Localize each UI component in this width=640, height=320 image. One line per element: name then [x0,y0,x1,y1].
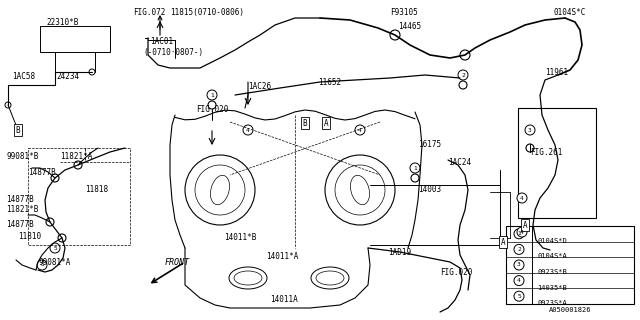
Text: A050001826: A050001826 [548,307,591,313]
Text: 11961: 11961 [545,68,568,77]
Text: 2: 2 [517,247,521,252]
Circle shape [517,227,527,237]
Circle shape [243,125,253,135]
Text: 24234: 24234 [56,72,79,81]
Text: 1: 1 [210,92,214,98]
Circle shape [325,155,395,225]
Text: B: B [303,118,307,127]
Text: 5: 5 [40,262,44,268]
Text: 11810: 11810 [18,232,41,241]
Text: 14003: 14003 [418,185,441,194]
Text: F93105: F93105 [390,8,418,17]
Circle shape [514,244,524,254]
Circle shape [37,260,47,270]
Text: 5: 5 [517,294,521,299]
Text: 11821*B: 11821*B [6,205,38,214]
Circle shape [459,81,467,89]
Text: 14877B: 14877B [28,168,56,177]
Circle shape [410,163,420,173]
Circle shape [517,193,527,203]
Text: 3: 3 [528,127,532,132]
Text: 22310*B: 22310*B [46,18,78,27]
Text: A: A [523,220,527,229]
Circle shape [514,276,524,286]
Text: A: A [500,237,506,246]
Text: FIG.261: FIG.261 [530,148,563,157]
Bar [40,26,110,52]
Text: 5: 5 [53,245,57,251]
Text: 3: 3 [517,262,521,268]
Text: 14011*B: 14011*B [224,233,257,242]
Circle shape [526,144,534,152]
Text: 14035*B: 14035*B [537,284,567,291]
Text: 14877B: 14877B [6,195,34,204]
Bar [518,108,596,218]
Circle shape [335,165,385,215]
Text: 1: 1 [517,231,521,236]
Text: FIG.072: FIG.072 [133,8,165,17]
Circle shape [89,69,95,75]
Text: 0923S*B: 0923S*B [537,269,567,275]
Bar [506,226,634,304]
Text: FIG.020: FIG.020 [440,268,472,277]
Text: FRONT: FRONT [165,258,190,267]
Circle shape [51,174,59,182]
Text: 14011A: 14011A [270,295,298,304]
Circle shape [525,125,535,135]
Text: 4: 4 [520,196,524,201]
Circle shape [185,155,255,225]
Text: 11652: 11652 [318,78,341,87]
Circle shape [458,70,468,80]
Text: 1AC58: 1AC58 [12,72,35,81]
Circle shape [208,101,216,109]
Circle shape [460,50,470,60]
Circle shape [207,90,217,100]
Text: 99081*A: 99081*A [38,258,70,267]
Circle shape [514,260,524,270]
Text: 1AC24: 1AC24 [448,158,471,167]
Circle shape [5,102,11,108]
Circle shape [74,161,82,169]
Text: 14011*A: 14011*A [266,252,298,261]
Circle shape [514,291,524,301]
Circle shape [50,243,60,253]
Text: 4: 4 [358,127,362,132]
Circle shape [514,229,524,239]
Text: 4: 4 [246,127,250,132]
Text: 1AC26: 1AC26 [248,82,271,91]
Circle shape [195,165,245,215]
Text: (-0710·0807-): (-0710·0807-) [143,48,203,57]
Text: FIG.020: FIG.020 [196,105,228,114]
Text: 11815(0710-0806): 11815(0710-0806) [170,8,244,17]
Text: 11821*A: 11821*A [60,152,92,161]
Text: 1: 1 [413,165,417,171]
Text: 0923S*A: 0923S*A [537,300,567,306]
Text: 0104S*D: 0104S*D [537,238,567,244]
Text: 1AD19: 1AD19 [388,248,411,257]
Text: 1AC01: 1AC01 [150,37,173,46]
Text: 4: 4 [517,278,521,283]
Text: 4: 4 [520,229,524,235]
Circle shape [411,174,419,182]
Text: 0104S*C: 0104S*C [554,8,586,17]
Circle shape [390,30,400,40]
Text: 14877B: 14877B [6,220,34,229]
Circle shape [355,125,365,135]
Text: 11818: 11818 [85,185,108,194]
Text: B: B [16,125,20,134]
Text: 99081*B: 99081*B [6,152,38,161]
Circle shape [46,218,54,226]
Text: 2: 2 [461,73,465,77]
Text: 16175: 16175 [418,140,441,149]
Circle shape [58,234,66,242]
Text: 0104S*A: 0104S*A [537,253,567,260]
Text: A: A [324,118,328,127]
Text: 14465: 14465 [398,22,421,31]
